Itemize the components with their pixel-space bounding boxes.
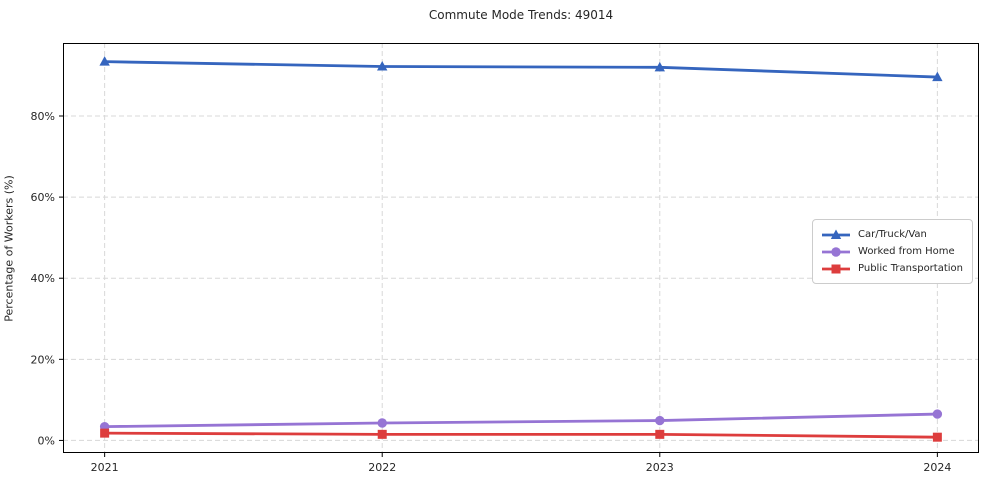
legend-marker-square-icon: [822, 264, 851, 273]
series-car-truck-van: [99, 56, 943, 82]
legend-label: Worked from Home: [858, 246, 955, 257]
data-point-marker-worked-from-home: [377, 418, 387, 428]
x-tick-label: 2024: [923, 461, 951, 474]
legend-marker-triangle-icon: [822, 229, 851, 239]
legend-label: Car/Truck/Van: [858, 229, 927, 240]
series-public-transportation: [100, 428, 942, 442]
plot-area: 0% 20% 40% 60% 80% 2021 2022 2023 2024 Car/Truck…: [31, 43, 979, 474]
y-tick-label: 60%: [31, 191, 55, 204]
series-line-worked-from-home: [103, 412, 939, 429]
legend-sample-marker: [831, 264, 841, 273]
plot-svg: 0% 20% 40% 60% 80% 2021 2022 2023 2024: [31, 43, 979, 474]
data-point-marker-car-truck-van: [654, 61, 665, 72]
x-tick-label: 2023: [646, 461, 674, 474]
data-point-marker-public-transportation: [100, 428, 110, 438]
series-line-public-transportation: [103, 431, 939, 439]
legend: Car/Truck/Van Worked from Home Public Tran…: [812, 219, 973, 284]
data-point-marker-public-transportation: [655, 429, 665, 439]
y-axis-label: Percentage of Workers (%): [2, 175, 16, 322]
data-point-marker-worked-from-home: [655, 415, 665, 426]
y-tick-label: 20%: [31, 353, 55, 366]
legend-item-public-transportation: Public Transportation: [821, 260, 963, 277]
data-point-marker-car-truck-van: [377, 61, 388, 71]
x-tick-label: 2022: [368, 461, 396, 474]
legend-item-worked-from-home: Worked from Home: [821, 243, 963, 260]
plot-frame: [63, 43, 979, 453]
data-point-marker-public-transportation: [377, 429, 387, 439]
x-tick-label: 2021: [91, 461, 119, 474]
data-point-marker-worked-from-home: [932, 409, 943, 419]
legend-marker-circle-icon: [822, 246, 851, 257]
data-point-marker-public-transportation: [932, 432, 942, 442]
chart-title: Commute Mode Trends: 49014: [428, 8, 614, 22]
y-tick-label: 80%: [31, 110, 55, 123]
data-point-marker-car-truck-van: [99, 56, 110, 66]
y-tick-label: 40%: [31, 272, 55, 285]
legend-label: Public Transportation: [858, 263, 963, 274]
series-worked-from-home: [99, 409, 943, 432]
series-line-car-truck-van: [103, 60, 939, 79]
legend-item-car-truck-van: Car/Truck/Van: [821, 226, 963, 243]
legend-sample-marker: [830, 229, 842, 239]
data-point-marker-car-truck-van: [932, 71, 943, 82]
y-tick-label: 0%: [38, 434, 55, 447]
legend-sample-marker: [831, 246, 841, 257]
